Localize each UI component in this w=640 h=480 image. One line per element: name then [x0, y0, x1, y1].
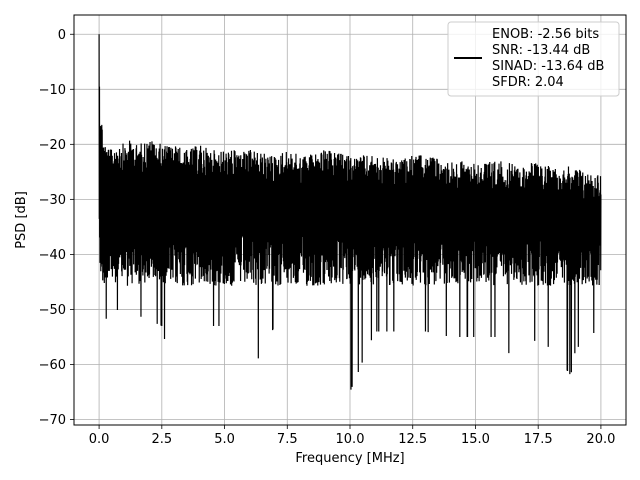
x-axis-title: Frequency [MHz]	[295, 451, 404, 466]
legend-entry-line: ENOB: -2.56 bits	[492, 27, 599, 42]
x-tick-label: 15.0	[461, 432, 490, 447]
x-tick-label: 12.5	[398, 432, 427, 447]
y-tick-label: −50	[39, 303, 66, 318]
y-tick-label: −20	[39, 138, 66, 153]
legend-entry-line: SFDR: 2.04	[492, 75, 564, 90]
legend-entry-line: SNR: -13.44 dB	[492, 43, 590, 58]
x-tick-label: 5.0	[214, 432, 235, 447]
ticks: 0.0 2.5 5.0 7.5 10.0 12.5 15.0 17.5 20.0 0 −10 −20 −…	[39, 28, 616, 447]
y-tick-label: −70	[39, 413, 66, 428]
x-tick-label: 10.0	[336, 432, 365, 447]
y-tick-label: −40	[39, 248, 66, 263]
x-tick-label: 17.5	[524, 432, 553, 447]
legend-box	[447, 21, 620, 97]
y-axis-title: PSD [dB]	[14, 191, 29, 249]
x-tick-label: 2.5	[151, 432, 172, 447]
x-tick-label: 20.0	[586, 432, 615, 447]
y-tick-label: −60	[39, 358, 66, 373]
legend-entry-line: SINAD: -13.64 dB	[492, 59, 604, 74]
psd-series-line	[98, 34, 602, 390]
x-tick-label: 7.5	[277, 432, 298, 447]
y-tick-label: −10	[39, 83, 66, 98]
y-tick-label: −30	[39, 193, 66, 208]
x-tick-label: 0.0	[89, 432, 110, 447]
y-tick-label: 0	[58, 28, 66, 43]
plot-area	[98, 34, 602, 390]
